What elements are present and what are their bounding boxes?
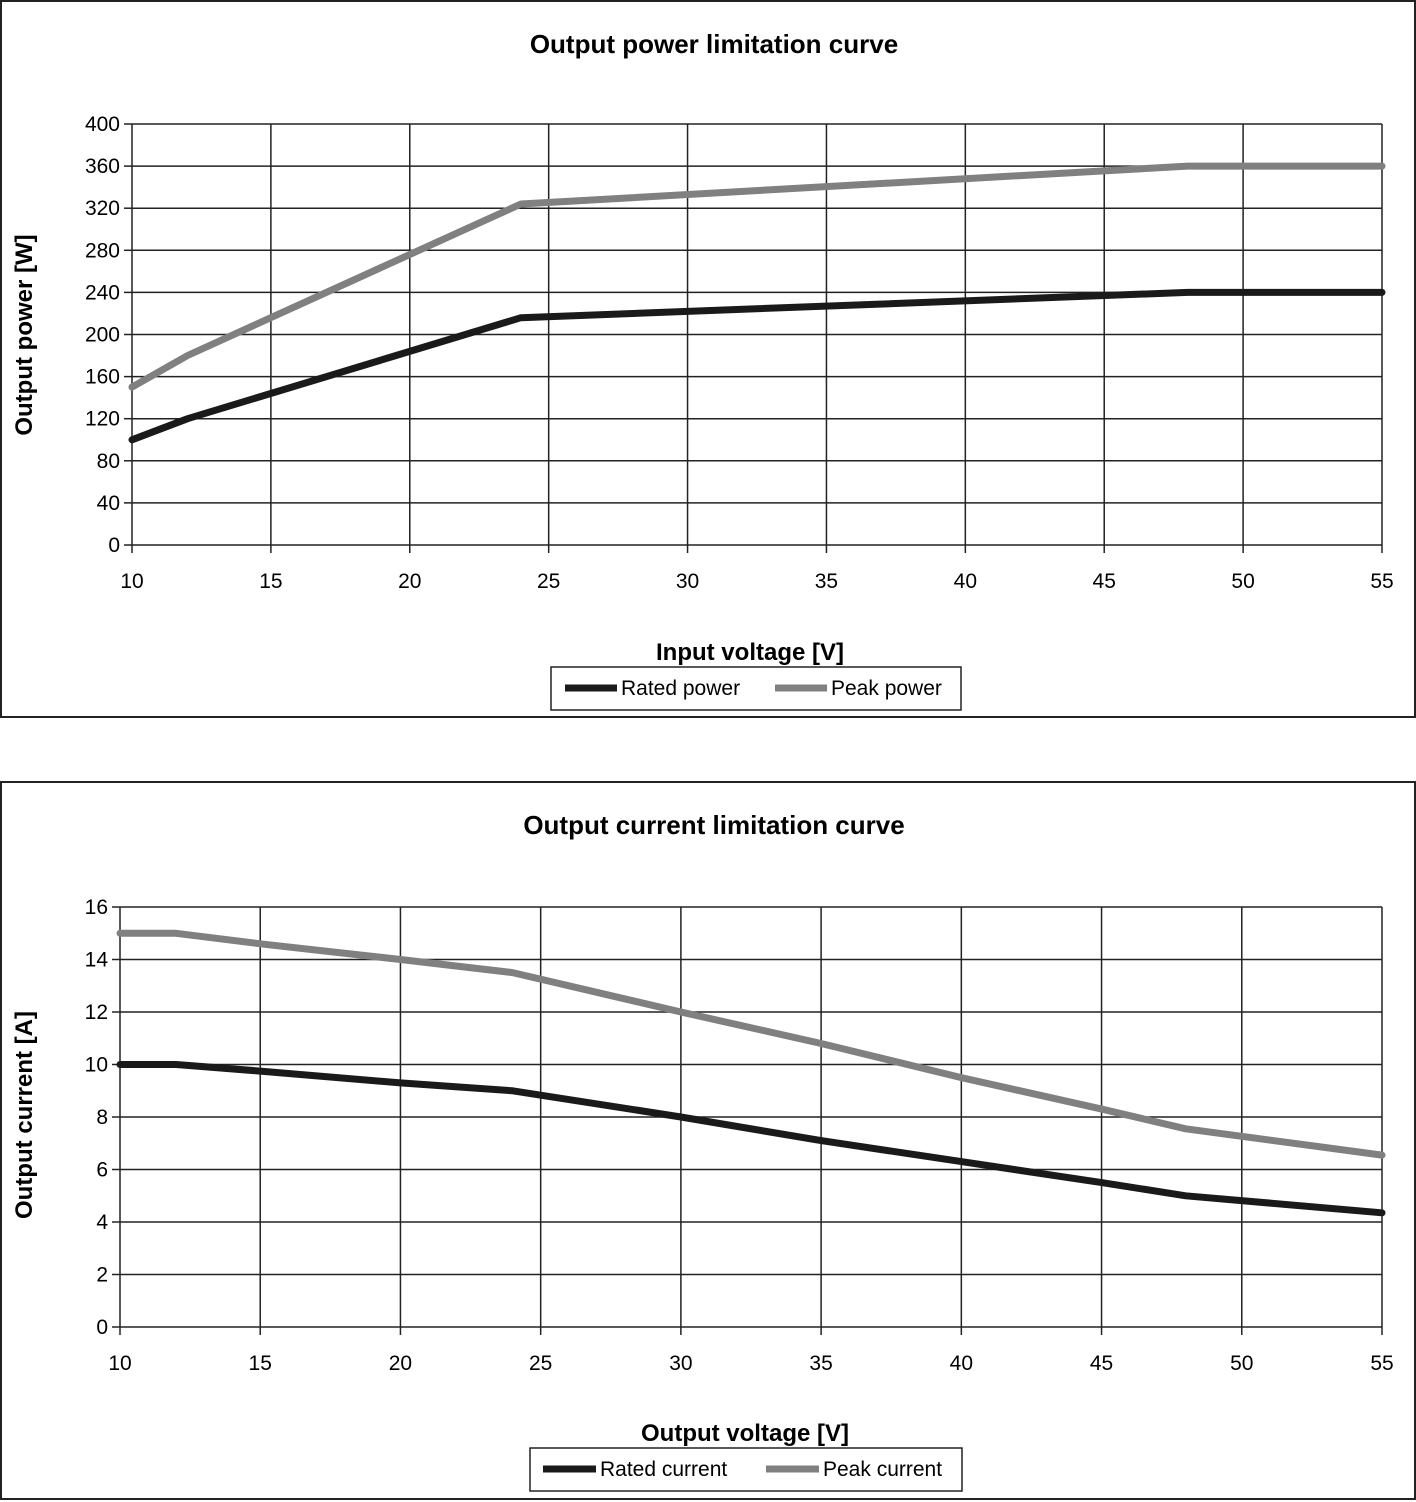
- y-tick-label: 8: [96, 1106, 108, 1129]
- y-tick-label: 10: [85, 1054, 108, 1077]
- x-axis-label: Input voltage [V]: [656, 639, 844, 666]
- x-tick-label: 15: [259, 570, 282, 593]
- x-tick-label: 15: [249, 1352, 272, 1375]
- y-tick-label: 120: [85, 408, 120, 431]
- x-tick-label: 35: [809, 1352, 832, 1375]
- x-tick-label: 10: [108, 1352, 131, 1375]
- y-tick-label: 280: [85, 239, 120, 262]
- x-tick-label: 40: [954, 570, 977, 593]
- x-tick-label: 20: [389, 1352, 412, 1375]
- y-tick-label: 240: [85, 281, 120, 304]
- x-tick-label: 25: [529, 1352, 552, 1375]
- x-tick-label: 50: [1231, 570, 1254, 593]
- y-tick-label: 4: [96, 1211, 108, 1234]
- x-tick-label: 45: [1090, 1352, 1113, 1375]
- current-chart-svg: Output current limitation curve Output v…: [11, 810, 1394, 1492]
- series-line-peak: [128, 162, 1386, 391]
- y-tick-label: 14: [85, 949, 109, 972]
- y-tick-label: 360: [85, 155, 120, 178]
- y-tick-label: 12: [85, 1001, 108, 1024]
- x-tick-label: 55: [1370, 1352, 1393, 1375]
- x-tick-label: 40: [950, 1352, 973, 1375]
- x-tick-label: 25: [537, 570, 560, 593]
- power-chart-svg: Output power limitation curve Input volt…: [11, 29, 1394, 711]
- x-tick-label: 10: [120, 570, 143, 593]
- legend: Rated current Peak current: [529, 1447, 963, 1492]
- plot-area: 0 40 80 120 160 200 240 280 320 360 400 10 15 20 25 30 3…: [85, 113, 1394, 593]
- legend: Rated power Peak power: [550, 666, 962, 711]
- power-chart-panel: Output power limitation curve Input volt…: [0, 0, 1416, 718]
- y-tick-label: 80: [97, 450, 120, 473]
- legend-box: [550, 666, 962, 711]
- y-tick-label: 320: [85, 197, 120, 220]
- x-tick-label: 30: [676, 570, 699, 593]
- y-tick-label: 400: [85, 113, 120, 136]
- y-axis-label: Output power [W]: [11, 234, 38, 435]
- legend-label-peak: Peak current: [823, 1458, 942, 1481]
- y-tick-label: 6: [96, 1159, 108, 1182]
- x-tick-label: 55: [1370, 570, 1393, 593]
- y-tick-label: 160: [85, 366, 120, 389]
- series-line-peak: [116, 929, 1386, 1159]
- chart-title: Output current limitation curve: [523, 810, 904, 840]
- y-tick-label: 16: [85, 896, 108, 919]
- legend-label-peak: Peak power: [831, 677, 942, 700]
- plot-area: 0 2 4 6 8 10 12 14 16 10 15 20 25 30 35 40 45 50 55: [85, 896, 1394, 1375]
- y-axis-label: Output current [A]: [11, 1011, 38, 1219]
- y-tick-label: 2: [96, 1264, 108, 1287]
- y-tick-label: 0: [96, 1316, 108, 1339]
- current-chart-panel: Output current limitation curve Output v…: [0, 781, 1416, 1500]
- x-tick-label: 35: [815, 570, 838, 593]
- y-tick-label: 200: [85, 324, 120, 347]
- legend-label-rated: Rated power: [621, 677, 740, 700]
- series-line-rated: [128, 288, 1386, 444]
- y-tick-label: 40: [97, 492, 120, 515]
- legend-label-rated: Rated current: [600, 1458, 727, 1481]
- x-tick-label: 20: [398, 570, 421, 593]
- legend-box: [529, 1447, 963, 1492]
- x-axis-label: Output voltage [V]: [641, 1420, 849, 1447]
- x-tick-label: 50: [1230, 1352, 1253, 1375]
- x-tick-label: 30: [669, 1352, 692, 1375]
- x-tick-label: 45: [1093, 570, 1116, 593]
- y-tick-label: 0: [108, 534, 120, 557]
- chart-title: Output power limitation curve: [530, 29, 898, 59]
- series-line-rated: [116, 1061, 1386, 1217]
